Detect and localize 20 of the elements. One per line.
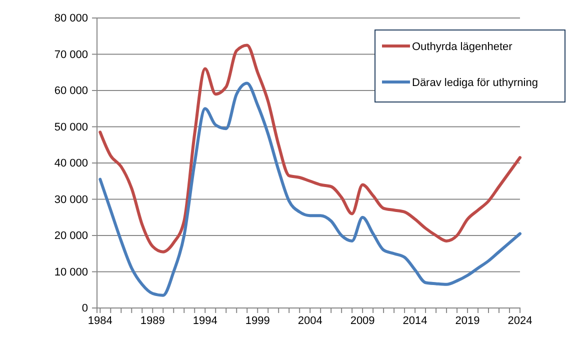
y-tick-label: 70 000 [54,48,88,61]
x-tick-label: 1984 [88,314,112,327]
y-tick-label: 20 000 [54,230,88,242]
x-tick-label: 1989 [140,314,165,327]
x-tick-label: 2019 [455,314,480,327]
x-tick-label: 2004 [298,314,322,327]
y-tick-label: 0 [82,302,88,315]
x-tick-label: 1999 [245,314,270,327]
x-tick-label: 2009 [350,314,375,327]
legend-label: Outhyrda lägenheter [412,41,513,53]
y-tick-label: 30 000 [54,194,88,206]
x-tick-label: 1994 [192,314,218,327]
y-tick-label: 50 000 [54,121,88,134]
y-tick-label: 10 000 [54,266,88,278]
x-tick-label: 2014 [402,314,428,327]
y-tick-label: 60 000 [54,85,88,98]
legend-label: Därav lediga för uthyrning [412,77,538,89]
x-tick-label: 2024 [508,314,532,327]
y-tick-label: 80 000 [54,12,88,25]
y-tick-label: 40 000 [54,158,88,170]
